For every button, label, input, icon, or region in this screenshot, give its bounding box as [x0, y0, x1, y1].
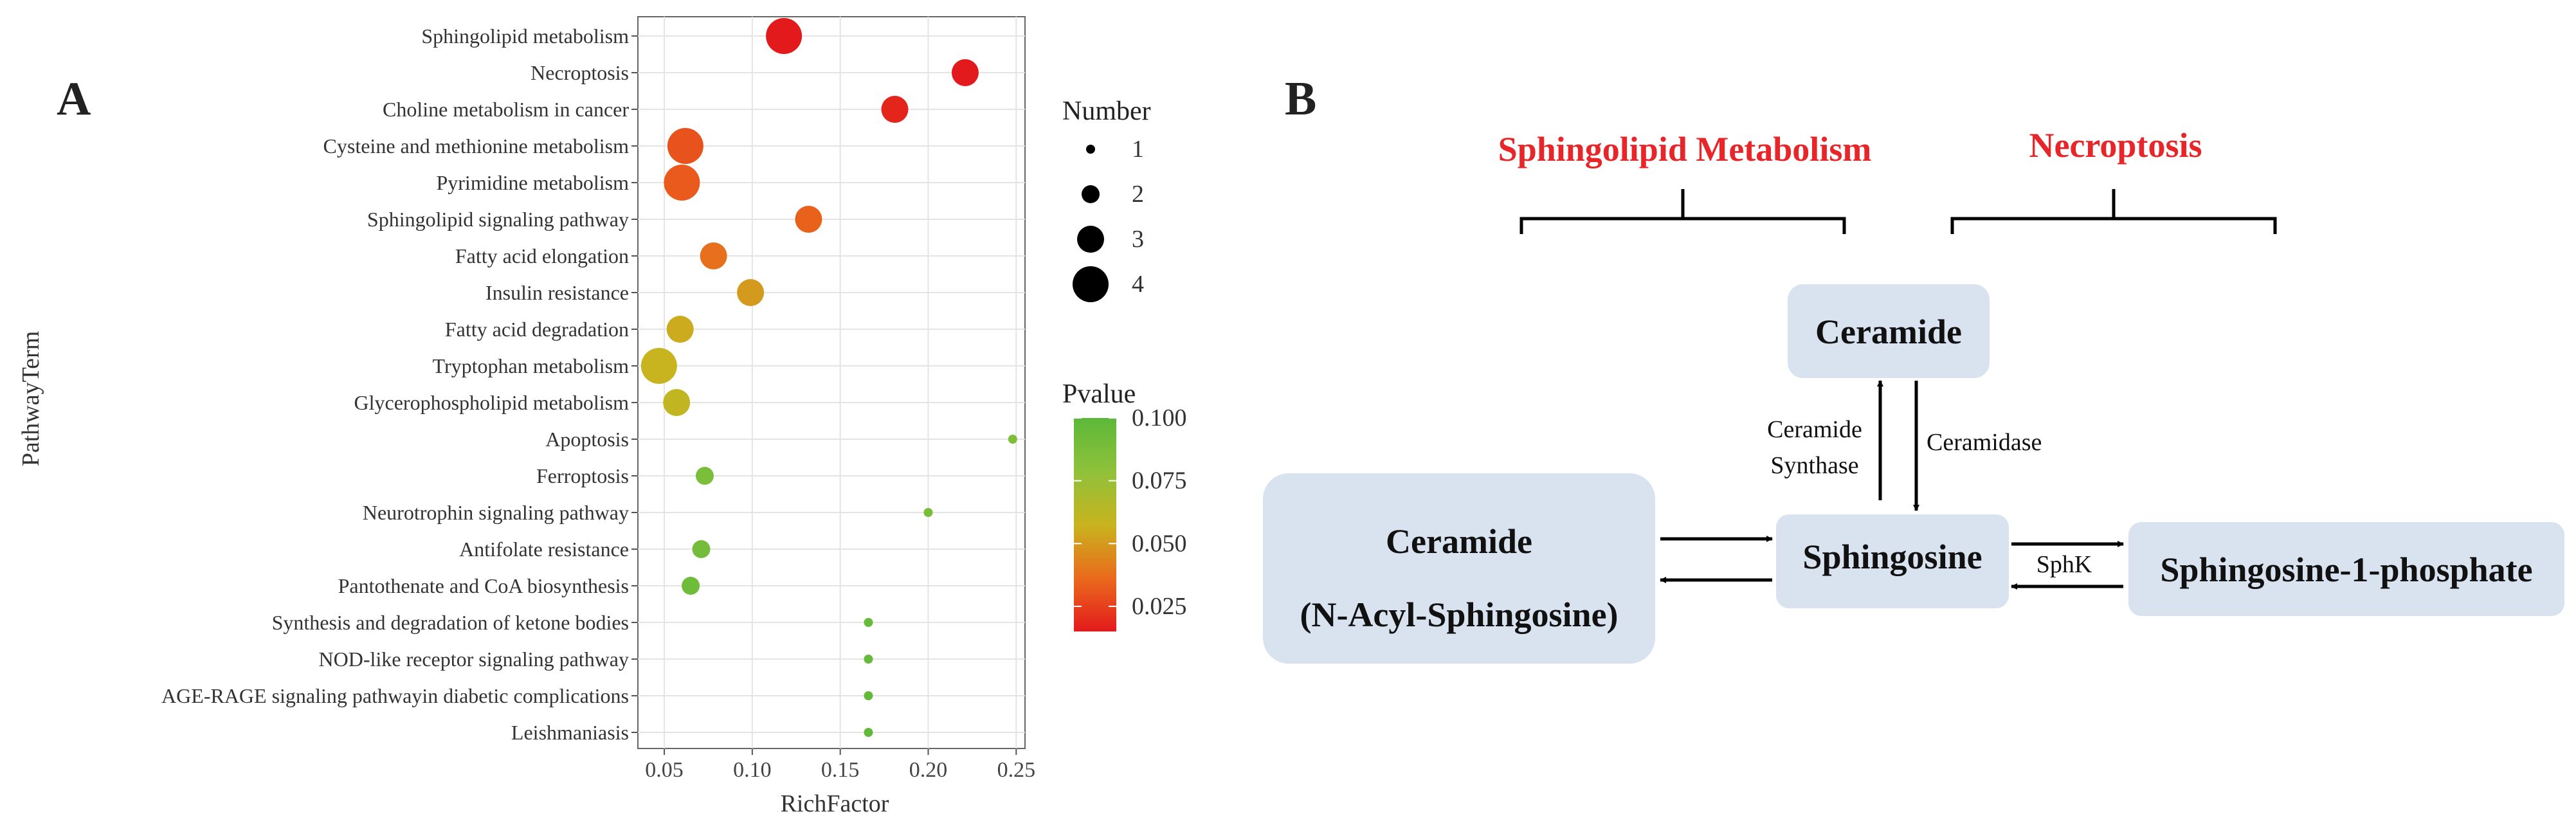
data-point	[695, 467, 714, 485]
pathway-term-label: Antifolate resistance	[459, 538, 629, 561]
ceramide-top-box	[1788, 284, 1990, 378]
size-legend-swatch	[1073, 266, 1109, 302]
sphingosine-label: Sphingosine	[1802, 538, 1982, 576]
sphk-label: SphK	[2036, 551, 2092, 578]
s1p-label: Sphingosine-1-phosphate	[2160, 550, 2532, 589]
y-tick-labels: Sphingolipid metabolism Necroptosis Cholin…	[161, 24, 638, 744]
size-legend-items: 1 2 3 4	[1073, 136, 1144, 302]
panel-a-label: A	[57, 73, 91, 125]
x-tick-labels: 0.05 0.10 0.15 0.20 0.25	[645, 748, 1035, 782]
pathway-term-label: Sphingolipid metabolism	[421, 24, 629, 48]
necroptosis-title: Necroptosis	[2029, 126, 2202, 165]
data-point	[951, 59, 979, 86]
data-point	[881, 96, 909, 123]
plot-area	[637, 16, 1026, 749]
size-legend-label: 4	[1132, 271, 1144, 298]
ceramide-synthase-label: Ceramide	[1767, 416, 1862, 443]
y-axis-label: PathwayTerm	[17, 331, 44, 467]
x-tick-label: 0.20	[909, 758, 948, 782]
pathway-term-label: Apoptosis	[545, 428, 629, 451]
data-point	[667, 128, 703, 164]
data-point	[864, 655, 873, 664]
pathway-term-label: NOD-like receptor signaling pathway	[318, 648, 629, 671]
pathway-term-label: Neurotrophin signaling pathway	[363, 501, 629, 524]
sphingosine-node: Sphingosine	[1776, 514, 2009, 608]
pathway-term-label: Insulin resistance	[485, 281, 629, 304]
data-point	[795, 206, 822, 233]
pathway-term-label: Leishmaniasis	[511, 721, 629, 744]
data-point	[864, 728, 873, 737]
pathway-term-label: Sphingolipid signaling pathway	[367, 208, 629, 231]
pathway-term-label: Tryptophan metabolism	[433, 354, 630, 377]
color-legend-title: Pvalue	[1062, 379, 1136, 409]
sphingosine-box	[1776, 514, 2009, 608]
x-axis-label: RichFactor	[781, 790, 889, 817]
size-legend-title: Number	[1062, 96, 1151, 126]
x-tick-label: 0.10	[733, 758, 772, 782]
data-point	[666, 316, 694, 343]
size-legend-swatch	[1077, 226, 1104, 253]
data-point	[737, 279, 765, 306]
ceramide-synthase-sublabel: Synthase	[1770, 452, 1858, 479]
x-tick-label: 0.05	[645, 758, 684, 782]
pathway-diagram: Sphingolipid Metabolism Necroptosis Cera…	[1263, 126, 2564, 664]
size-legend-label: 1	[1132, 136, 1144, 163]
panel-b-label: B	[1285, 73, 1316, 125]
sphingolipid-metabolism-title: Sphingolipid Metabolism	[1498, 130, 1872, 168]
data-point	[1008, 435, 1017, 444]
ceramide-left-label: Ceramide	[1386, 522, 1532, 561]
necroptosis-bracket	[1950, 189, 2277, 234]
color-legend-ticks: 0.100 0.075 0.050 0.025	[1074, 404, 1187, 620]
s1p-node: Sphingosine-1-phosphate	[2128, 522, 2564, 616]
s1p-box	[2128, 522, 2564, 616]
ceramide-left-node: Ceramide (N-Acyl-Sphingosine)	[1263, 473, 1655, 664]
sphingolipid-bracket	[1519, 189, 1846, 234]
size-legend-label: 2	[1132, 181, 1144, 208]
data-point	[864, 618, 873, 627]
pathway-term-label: Pantothenate and CoA biosynthesis	[338, 574, 629, 597]
x-tick-label: 0.25	[997, 758, 1036, 782]
data-point	[682, 577, 700, 595]
color-legend-label: 0.075	[1132, 467, 1187, 494]
data-point	[923, 508, 933, 517]
pathway-term-label: Fatty acid degradation	[445, 318, 629, 341]
size-legend: Number 1 2 3 4	[1062, 96, 1151, 302]
data-point	[640, 348, 677, 384]
ceramide-left-sublabel: (N-Acyl-Sphingosine)	[1300, 595, 1618, 634]
data-point	[864, 691, 873, 700]
pathway-term-label: AGE-RAGE signaling pathwayin diabetic co…	[161, 684, 629, 707]
ceramide-top-label: Ceramide	[1815, 313, 1962, 351]
color-legend-label: 0.100	[1132, 404, 1187, 431]
data-point	[664, 165, 700, 201]
pathway-term-label: Choline metabolism in cancer	[383, 98, 629, 121]
bubble-chart: Sphingolipid metabolism Necroptosis Cholin…	[17, 16, 1035, 817]
pathway-term-label: Necroptosis	[531, 61, 629, 84]
data-point	[700, 242, 727, 269]
color-legend-bar	[1074, 418, 1116, 631]
data-point	[766, 18, 803, 54]
size-legend-label: 3	[1132, 226, 1144, 253]
pathway-term-label: Glycerophospholipid metabolism	[354, 391, 630, 414]
size-legend-swatch	[1082, 185, 1100, 203]
pathway-term-label: Synthesis and degradation of ketone bodi…	[272, 611, 629, 634]
color-legend-label: 0.025	[1132, 593, 1187, 620]
x-tick-label: 0.15	[821, 758, 860, 782]
size-legend-swatch	[1086, 145, 1095, 154]
ceramide-top-node: Ceramide	[1788, 284, 1990, 378]
pathway-term-label: Fatty acid elongation	[455, 244, 629, 267]
pathway-term-label: Ferroptosis	[536, 464, 629, 487]
data-point	[692, 540, 711, 558]
ceramide-left-box	[1263, 473, 1655, 664]
ceramidase-label: Ceramidase	[1927, 429, 2042, 456]
color-legend: Pvalue 0.100 0.075 0.050 0.025	[1062, 379, 1187, 631]
color-legend-label: 0.050	[1132, 530, 1187, 557]
pathway-term-label: Cysteine and methionine metabolism	[323, 134, 630, 158]
data-point	[663, 389, 691, 416]
data-points	[640, 18, 1017, 737]
pathway-term-label: Pyrimidine metabolism	[436, 171, 629, 194]
